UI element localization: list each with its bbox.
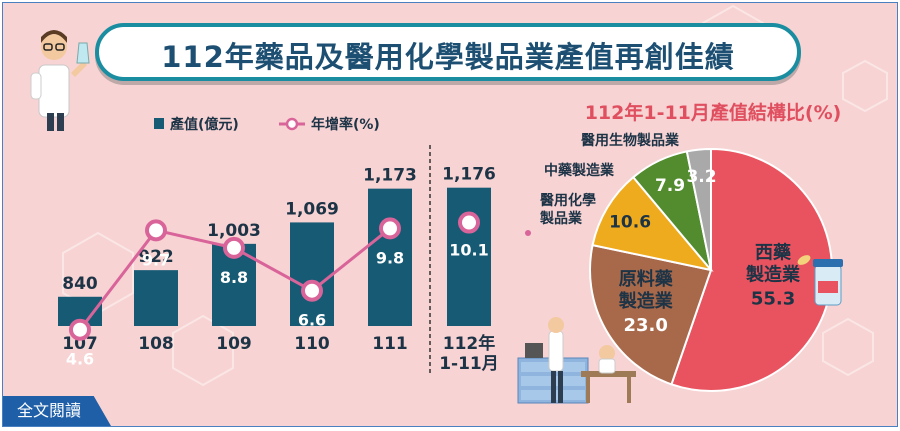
x-tick-label: 107 [62, 334, 98, 354]
growth-point [301, 279, 323, 302]
pie-external-labels: 醫用生物製品業 中藥製造業 醫用化學 製品業 [525, 132, 680, 236]
pie-label-chinese: 中藥製造業 [544, 162, 615, 179]
bar-111 [368, 188, 412, 326]
growth-point [69, 318, 91, 341]
x-tick-label: 111 [372, 334, 408, 354]
bar-108 [134, 270, 178, 326]
pie-slice-name: 製造業 [745, 263, 801, 285]
legend: 產值(億元) 年增率(%) [154, 116, 380, 133]
pie-slice [589, 243, 713, 386]
pie-slice-name: 原料藥 [619, 268, 674, 290]
legend-output-label: 產值(億元) [169, 116, 239, 133]
bar-value-label: 1,176 [442, 165, 496, 185]
legend-bar-swatch [154, 118, 164, 129]
growth-point [379, 217, 401, 240]
pie-slice-value: 3.2 [686, 167, 716, 187]
growth-value-label: 10.1 [449, 241, 488, 260]
pie-label-chem-line1: 醫用化學 [540, 192, 596, 209]
bar-value-label: 840 [62, 274, 98, 294]
pie-slice-value: 55.3 [751, 288, 795, 309]
growth-point [145, 219, 167, 242]
growth-value-label: 8.8 [220, 268, 248, 287]
scientist-illustration [30, 30, 90, 131]
page-title: 112年藥品及醫用化學製品業產值再創佳績 [161, 40, 735, 74]
bar-110 [290, 222, 334, 326]
pie-title: 112年1-11月產值結構比(%) [585, 101, 842, 124]
read-full-text-button[interactable]: 全文閱讀 [3, 396, 111, 426]
bar-chart: 840 107 922 108 1,003 109 1,069 110 1,173 111 1,17… [58, 165, 499, 374]
x-tick-label: 1-11月 [439, 354, 499, 374]
lab-illustration [517, 317, 636, 404]
title-banner: 112年藥品及醫用化學製品業產值再創佳績 [95, 23, 801, 81]
x-tick-label: 110 [294, 334, 330, 354]
pie-slice-value: 10.6 [609, 212, 651, 232]
x-tick-label: 112年 [443, 333, 496, 354]
legend-line-marker [285, 117, 299, 131]
pie-slice-value: 7.9 [655, 176, 685, 196]
growth-value-label: 9.7 [142, 250, 170, 269]
pie-label-bio: 醫用生物製品業 [581, 132, 680, 149]
growth-point [223, 236, 245, 259]
legend-growth-label: 年增率(%) [311, 116, 380, 133]
bar-value-label: 1,003 [207, 221, 261, 241]
infographic-graphics: 840 107 922 108 1,003 109 1,069 110 1,173 111 1,17… [30, 4, 888, 415]
pie-slice-name: 西藥 [755, 242, 792, 263]
bar-value-label: 1,069 [285, 199, 339, 219]
medicine-jar-icon [797, 255, 843, 306]
pie-label-chem-dot [525, 230, 531, 236]
pie-slice-value: 23.0 [624, 315, 668, 336]
pie-slice [591, 175, 714, 272]
growth-point [458, 211, 480, 234]
bar-112年 1-11月 [447, 187, 491, 326]
x-tick-label: 108 [138, 334, 174, 354]
growth-value-label: 6.6 [298, 311, 326, 330]
growth-value-label: 9.8 [376, 248, 404, 267]
x-tick-label: 109 [216, 334, 252, 354]
bar-value-label: 922 [138, 247, 174, 267]
pie-label-chem-line2: 製品業 [539, 210, 583, 227]
pie-slice [685, 147, 712, 271]
growth-value-label: 4.6 [66, 350, 94, 369]
pie-slice-name: 製造業 [618, 290, 674, 312]
bar-value-label: 1,173 [363, 166, 417, 186]
